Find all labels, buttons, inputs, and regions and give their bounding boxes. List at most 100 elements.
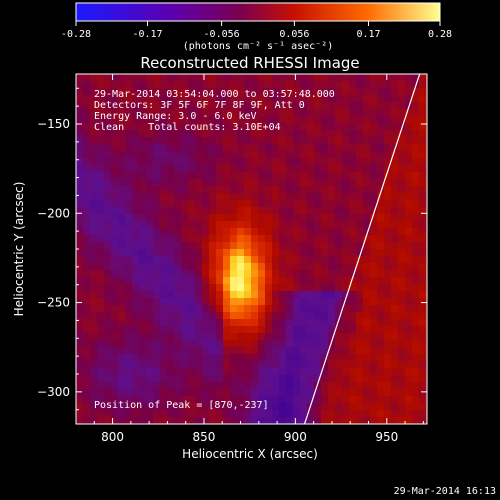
heatmap-cell bbox=[412, 382, 420, 390]
heatmap-cell bbox=[328, 235, 336, 243]
heatmap-cell bbox=[265, 417, 273, 424]
heatmap-cell bbox=[237, 249, 245, 257]
heatmap-cell bbox=[272, 228, 280, 236]
heatmap-cell bbox=[223, 172, 231, 180]
heatmap-cell bbox=[279, 214, 287, 222]
heatmap-cell bbox=[125, 347, 133, 355]
heatmap-cell bbox=[391, 242, 399, 250]
heatmap-cell bbox=[118, 109, 126, 117]
heatmap-cell bbox=[230, 319, 238, 327]
heatmap-cell bbox=[349, 347, 357, 355]
heatmap-cell bbox=[419, 123, 427, 131]
heatmap-cell bbox=[314, 130, 322, 138]
heatmap-cell bbox=[293, 116, 301, 124]
heatmap-cell bbox=[195, 249, 203, 257]
heatmap-cell bbox=[328, 319, 336, 327]
heatmap-cell bbox=[209, 368, 217, 376]
heatmap-cell bbox=[104, 340, 112, 348]
heatmap-cell bbox=[356, 158, 364, 166]
heatmap-cell bbox=[202, 137, 210, 145]
heatmap-cell bbox=[90, 158, 98, 166]
heatmap-cell bbox=[356, 368, 364, 376]
heatmap-cell bbox=[335, 284, 343, 292]
heatmap-cell bbox=[370, 193, 378, 201]
heatmap-cell bbox=[244, 95, 252, 103]
heatmap-cell bbox=[90, 403, 98, 411]
heatmap-cell bbox=[307, 284, 315, 292]
heatmap-cell bbox=[160, 137, 168, 145]
heatmap-cell bbox=[202, 312, 210, 320]
heatmap-cell bbox=[279, 263, 287, 271]
heatmap-cell bbox=[237, 158, 245, 166]
heatmap-cell bbox=[167, 361, 175, 369]
heatmap-cell bbox=[97, 375, 105, 383]
heatmap-cell bbox=[216, 235, 224, 243]
heatmap-cell bbox=[181, 326, 189, 334]
heatmap-cell bbox=[314, 200, 322, 208]
heatmap-cell bbox=[258, 417, 266, 424]
heatmap-cell bbox=[216, 200, 224, 208]
heatmap-cell bbox=[167, 284, 175, 292]
heatmap-cell bbox=[391, 368, 399, 376]
heatmap-cell bbox=[328, 403, 336, 411]
heatmap-cell bbox=[377, 256, 385, 264]
heatmap-cell bbox=[251, 375, 259, 383]
heatmap-cell bbox=[209, 158, 217, 166]
heatmap-cell bbox=[104, 81, 112, 89]
heatmap-cell bbox=[111, 228, 119, 236]
heatmap-cell bbox=[328, 270, 336, 278]
heatmap-cell bbox=[412, 130, 420, 138]
heatmap-cell bbox=[132, 207, 140, 215]
heatmap-cell bbox=[419, 375, 427, 383]
heatmap-cell bbox=[223, 249, 231, 257]
heatmap-cell bbox=[384, 333, 392, 341]
heatmap-cell bbox=[195, 95, 203, 103]
heatmap-cell bbox=[223, 326, 231, 334]
heatmap-cell bbox=[293, 207, 301, 215]
heatmap-cell bbox=[356, 228, 364, 236]
heatmap-cell bbox=[118, 193, 126, 201]
heatmap-cell bbox=[216, 74, 224, 82]
heatmap-cell bbox=[90, 340, 98, 348]
heatmap-cell bbox=[146, 347, 154, 355]
heatmap-cell bbox=[370, 389, 378, 397]
heatmap-cell bbox=[286, 396, 294, 404]
heatmap-cell bbox=[244, 179, 252, 187]
heatmap-cell bbox=[391, 361, 399, 369]
heatmap-cell bbox=[230, 102, 238, 110]
heatmap-cell bbox=[251, 263, 259, 271]
heatmap-cell bbox=[377, 263, 385, 271]
heatmap-cell bbox=[83, 375, 91, 383]
heatmap-cell bbox=[363, 186, 371, 194]
heatmap-cell bbox=[412, 361, 420, 369]
heatmap-cell bbox=[405, 158, 413, 166]
heatmap-cell bbox=[419, 172, 427, 180]
heatmap-cell bbox=[167, 214, 175, 222]
heatmap-cell bbox=[307, 270, 315, 278]
heatmap-cell bbox=[188, 375, 196, 383]
heatmap-cell bbox=[174, 396, 182, 404]
heatmap-cell bbox=[160, 284, 168, 292]
heatmap-cell bbox=[104, 263, 112, 271]
heatmap-cell bbox=[307, 291, 315, 299]
heatmap-cell bbox=[314, 319, 322, 327]
heatmap-cell bbox=[76, 242, 84, 250]
heatmap-cell bbox=[321, 347, 329, 355]
heatmap-cell bbox=[167, 417, 175, 424]
heatmap-cell bbox=[279, 221, 287, 229]
heatmap-cell bbox=[139, 277, 147, 285]
colorbar-ticks: -0.28 -0.17 -0.056 0.056 0.17 0.28 bbox=[61, 21, 452, 40]
heatmap-cell bbox=[258, 284, 266, 292]
heatmap-cell bbox=[181, 151, 189, 159]
heatmap-cell bbox=[118, 410, 126, 418]
heatmap-cell bbox=[195, 368, 203, 376]
heatmap-cell bbox=[300, 298, 308, 306]
heatmap-cell bbox=[286, 88, 294, 96]
heatmap-cell bbox=[76, 326, 84, 334]
heatmap-cell bbox=[188, 340, 196, 348]
heatmap-cell bbox=[188, 361, 196, 369]
heatmap-cell bbox=[356, 221, 364, 229]
heatmap-cell bbox=[384, 81, 392, 89]
heatmap-cell bbox=[265, 193, 273, 201]
heatmap-cell bbox=[76, 354, 84, 362]
